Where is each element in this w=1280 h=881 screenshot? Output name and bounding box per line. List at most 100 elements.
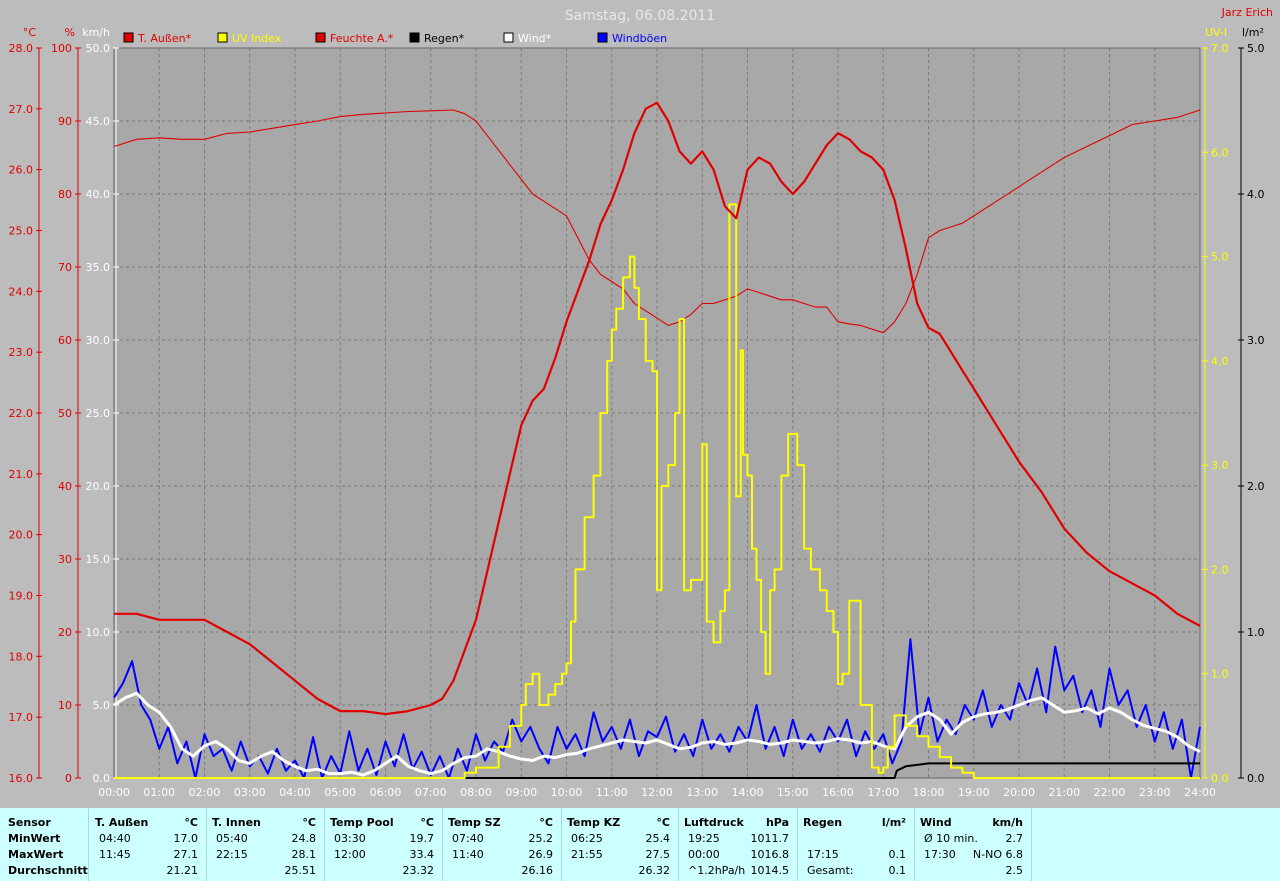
legend-swatch [409, 32, 420, 43]
stats-group-unit: hPa [765, 816, 789, 829]
rain-axis-tick-label: 4.0 [1247, 188, 1265, 201]
stats-time: 07:40 [452, 832, 484, 845]
stats-value: 1014.5 [750, 864, 790, 877]
percent-axis-tick-label: 20 [58, 626, 72, 639]
x-tick-label: 22:00 [1094, 786, 1126, 799]
celsius-axis-tick-label: 25.0 [9, 225, 34, 238]
percent-axis-tick-label: 10 [58, 699, 72, 712]
stats-time: 00:00 [688, 848, 720, 861]
stats-value: 0.1 [888, 848, 907, 861]
celsius-axis-tick-label: 17.0 [9, 711, 34, 724]
percent-axis-unit: % [65, 26, 75, 39]
stats-value: 26.9 [528, 848, 554, 861]
stats-group-3: Temp SZ °C 07:40 25.2 11:40 26.9 26.16 [442, 808, 562, 881]
legend-swatch [123, 32, 134, 43]
rain-axis-tick-label: 0.0 [1247, 772, 1265, 785]
rain-axis-tick-label: 2.0 [1247, 480, 1265, 493]
uv-axis-tick-label: 3.0 [1211, 459, 1229, 472]
kmh-axis-tick-label: 15.0 [86, 553, 111, 566]
x-tick-label: 05:00 [324, 786, 356, 799]
uv-axis-unit: UV-I [1205, 26, 1227, 39]
stats-value: 25.4 [645, 832, 671, 845]
stats-group-unit: °C [656, 816, 670, 829]
uv-axis-tick-label: 6.0 [1211, 146, 1229, 159]
series-line-t-au-en [114, 101, 1201, 716]
stats-value: 28.1 [291, 848, 317, 861]
percent-axis-tick-label: 100 [51, 42, 72, 55]
rain-axis-tick-label: 5.0 [1247, 42, 1265, 55]
kmh-axis-tick-label: 20.0 [86, 480, 111, 493]
x-tick-label: 15:00 [777, 786, 809, 799]
celsius-axis-tick-label: 23.0 [9, 346, 34, 359]
celsius-axis-tick-label: 18.0 [9, 650, 34, 663]
kmh-axis-tick-label: 45.0 [86, 115, 111, 128]
celsius-axis-tick-label: 21.0 [9, 468, 34, 481]
stats-time: 17:30 [924, 848, 956, 861]
stats-time: 04:40 [99, 832, 131, 845]
stats-value: 1011.7 [750, 832, 790, 845]
stats-value: N-NO 6.8 [972, 848, 1023, 861]
stats-group-1: T. Innen °C 05:40 24.8 22:15 28.1 25.51 [206, 808, 325, 881]
stats-group-name: Luftdruck [684, 816, 744, 829]
uv-axis-tick-label: 5.0 [1211, 251, 1229, 264]
celsius-axis-tick-label: 22.0 [9, 407, 34, 420]
uv-axis-tick-label: 2.0 [1211, 563, 1229, 576]
rain-axis-tick-label: 3.0 [1247, 334, 1265, 347]
percent-axis-tick-label: 90 [58, 115, 72, 128]
kmh-axis-tick-label: 25.0 [86, 407, 111, 420]
stats-row-label: MaxWert [8, 848, 64, 861]
stats-group-unit: l/m² [881, 816, 906, 829]
legend-swatch [217, 32, 228, 43]
x-tick-label: 06:00 [370, 786, 402, 799]
legend-swatch [503, 32, 514, 43]
kmh-axis-tick-label: 10.0 [86, 626, 111, 639]
stats-row-label: MinWert [8, 832, 61, 845]
x-tick-label: 20:00 [1003, 786, 1035, 799]
stats-group-0: T. Außen °C 04:40 17.0 11:45 27.1 21.21 [89, 808, 207, 881]
legend-swatch [315, 32, 326, 43]
kmh-axis-tick-label: 0.0 [93, 772, 111, 785]
percent-axis-tick-label: 50 [58, 407, 72, 420]
kmh-axis-tick-label: 50.0 [86, 42, 111, 55]
stats-time: 06:25 [571, 832, 603, 845]
legend-label: UV Index [232, 32, 282, 45]
x-tick-label: 08:00 [460, 786, 492, 799]
percent-axis-tick-label: 60 [58, 334, 72, 347]
x-tick-label: 12:00 [641, 786, 673, 799]
axes: 00:00 01:00 02:00 03:00 04:00 05:00 06:00 07:00… [9, 26, 1265, 799]
stats-value: 27.5 [645, 848, 671, 861]
celsius-axis-tick-label: 26.0 [9, 164, 34, 177]
legend-label: T. Außen* [137, 32, 192, 45]
stats-group-name: T. Innen [212, 816, 261, 829]
series-group [113, 101, 1201, 779]
celsius-axis-tick-label: 24.0 [9, 285, 34, 298]
series-line-uv-index [114, 203, 1200, 779]
grid [114, 48, 1200, 778]
stats-value: 21.21 [166, 864, 199, 877]
stats-group-unit: °C [539, 816, 553, 829]
x-tick-label: 24:00 [1184, 786, 1216, 799]
x-tick-label: 14:00 [732, 786, 764, 799]
stats-time: 03:30 [334, 832, 366, 845]
x-tick-label: 01:00 [143, 786, 175, 799]
legend-swatch [597, 32, 608, 43]
celsius-axis-tick-label: 28.0 [9, 42, 34, 55]
stats-group-5: Luftdruck hPa 19:25 1011.7 00:00 1016.8 ^1.2hP… [678, 808, 798, 881]
stats-group-unit: °C [420, 816, 434, 829]
author-label: Jarz Erich [1221, 6, 1273, 19]
stats-group-2: Temp Pool °C 03:30 19.7 12:00 33.4 23.32 [324, 808, 443, 881]
stats-group-6: Regen l/m² 17:15 0.1 Gesamt: 0.1 [797, 808, 915, 881]
legend: T. Außen* UV Index Feuchte A.* Regen* Wind* W… [123, 32, 667, 45]
stats-row-label: Durchschnitt [8, 864, 88, 877]
stats-value: 26.32 [638, 864, 671, 877]
stats-time: 19:25 [688, 832, 720, 845]
percent-axis-tick-label: 80 [58, 188, 72, 201]
legend-label: Wind* [518, 32, 552, 45]
stats-value: 0.1 [888, 864, 907, 877]
x-tick-label: 19:00 [958, 786, 990, 799]
x-tick-label: 21:00 [1048, 786, 1080, 799]
stats-value: 24.8 [291, 832, 317, 845]
celsius-axis-tick-label: 20.0 [9, 529, 34, 542]
uv-axis-tick-label: 0.0 [1211, 772, 1229, 785]
x-tick-label: 10:00 [551, 786, 583, 799]
